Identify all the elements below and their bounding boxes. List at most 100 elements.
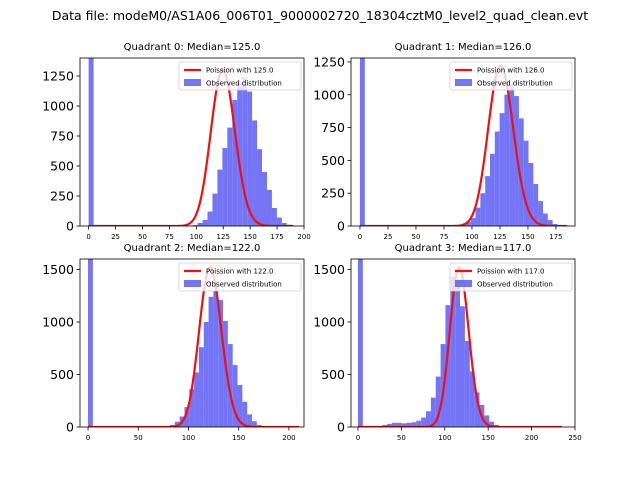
x-tick-label: 75 xyxy=(439,233,448,241)
histogram-bar xyxy=(357,259,363,427)
y-tick-label: 0 xyxy=(66,219,74,234)
x-tick-label: 75 xyxy=(165,233,174,241)
legend-box xyxy=(449,262,573,292)
legend-hist-label: Observed distribution xyxy=(477,281,553,289)
histogram-bar xyxy=(227,127,233,226)
histogram-bar xyxy=(460,306,465,427)
figure-title: Data file: modeM0/AS1A06_006T01_90000027… xyxy=(51,8,589,23)
x-tick-label: 125 xyxy=(493,233,506,241)
y-tick-label: 500 xyxy=(321,153,345,168)
legend-hist-swatch xyxy=(184,280,201,287)
histogram-bar xyxy=(528,163,534,226)
x-tick-label: 0 xyxy=(358,233,362,241)
y-tick-label: 500 xyxy=(50,159,74,174)
x-tick-label: 100 xyxy=(182,434,195,442)
histogram-bar xyxy=(189,389,195,427)
histogram-bar xyxy=(194,372,199,427)
histogram-bar xyxy=(359,58,365,226)
y-tick-label: 1000 xyxy=(42,99,74,114)
histogram-bar xyxy=(88,259,93,427)
histogram-bar xyxy=(208,296,214,427)
histogram-bar xyxy=(198,347,204,427)
y-tick-label: 750 xyxy=(321,120,345,135)
quadrant-2-title: Quadrant 2: Median=122.0 xyxy=(124,243,261,254)
histogram-bar xyxy=(271,208,277,226)
histogram-bar xyxy=(464,340,470,427)
quadrant-0-plot-area xyxy=(88,58,297,226)
histogram-bar xyxy=(469,371,475,427)
x-tick-label: 0 xyxy=(86,434,90,442)
histogram-bar xyxy=(262,172,267,226)
legend-hist-label: Observed distribution xyxy=(477,80,553,88)
histogram-bar xyxy=(542,213,548,226)
histogram-bar xyxy=(391,422,397,427)
histogram-bar xyxy=(281,223,287,226)
x-tick-label: 200 xyxy=(297,233,310,241)
x-tick-label: 0 xyxy=(356,434,360,442)
x-tick-label: 150 xyxy=(521,233,534,241)
y-tick-label: 1250 xyxy=(42,69,74,84)
legend-box xyxy=(449,61,573,91)
x-tick-label: 150 xyxy=(243,233,256,241)
histogram-bar xyxy=(266,190,272,226)
quadrant-2-chart: 0 50 100 150 200 0 500 1000 1500 Quadrant 2: Medi… xyxy=(42,243,305,442)
histogram-bar xyxy=(401,423,407,427)
histogram-bar xyxy=(533,184,539,226)
histogram-bar xyxy=(504,94,510,226)
legend-hist-label: Observed distribution xyxy=(206,80,282,88)
y-tick-label: 750 xyxy=(50,129,74,144)
histogram-bar xyxy=(426,411,431,427)
axes-frame xyxy=(79,258,305,428)
legend-poisson-label: Poission with 122.0 xyxy=(206,268,274,276)
x-tick-label: 200 xyxy=(282,434,295,442)
legend-poisson-label: Poission with 125.0 xyxy=(206,67,274,75)
histogram-bar xyxy=(480,193,486,226)
y-tick-label: 0 xyxy=(66,420,74,435)
histogram-bar xyxy=(445,305,451,427)
x-tick-label: 50 xyxy=(134,434,143,442)
x-tick-label: 0 xyxy=(86,233,90,241)
histogram-bar xyxy=(222,148,228,226)
y-tick-label: 0 xyxy=(337,420,345,435)
x-tick-label: 50 xyxy=(397,434,406,442)
x-tick-label: 175 xyxy=(270,233,283,241)
legend-box xyxy=(178,262,302,292)
x-tick-label: 100 xyxy=(465,233,478,241)
x-tick-label: 50 xyxy=(411,233,420,241)
legend-hist-swatch xyxy=(455,280,472,287)
histogram-bar xyxy=(435,376,441,427)
histogram-bar xyxy=(430,397,436,427)
histogram-bar xyxy=(202,220,208,226)
histogram-bar xyxy=(88,58,94,226)
histogram-bar xyxy=(465,222,471,226)
histogram-bar xyxy=(232,100,238,226)
legend-box xyxy=(178,61,302,91)
quadrant-1-legend: Poission with 126.0 Observed distribution xyxy=(449,61,573,91)
histogram-bar xyxy=(450,276,456,427)
x-tick-label: 100 xyxy=(190,233,203,241)
quadrant-3-title: Quadrant 3: Median=117.0 xyxy=(395,243,532,254)
legend-poisson-label: Poission with 126.0 xyxy=(477,67,545,75)
histogram-bar xyxy=(227,344,233,427)
x-tick-label: 150 xyxy=(481,434,494,442)
poisson-curve xyxy=(359,64,568,226)
y-tick-label: 1500 xyxy=(313,262,345,277)
y-tick-label: 250 xyxy=(321,186,345,201)
quadrant-0-title: Quadrant 0: Median=125.0 xyxy=(124,42,261,53)
histogram-bar xyxy=(203,322,209,427)
y-tick-label: 0 xyxy=(337,219,345,234)
quadrant-2-legend: Poission with 122.0 Observed distribution xyxy=(178,262,302,292)
histogram-bar xyxy=(475,207,481,226)
quadrant-3-plot-area xyxy=(357,259,562,427)
legend-poisson-label: Poission with 117.0 xyxy=(477,268,545,276)
x-tick-label: 175 xyxy=(549,233,562,241)
quadrant-1-title: Quadrant 1: Median=126.0 xyxy=(395,42,532,53)
histogram-bar xyxy=(237,385,243,427)
histogram-bar xyxy=(192,225,198,226)
histogram-bar xyxy=(489,421,495,427)
histogram-bar xyxy=(489,153,495,226)
histogram-bar xyxy=(213,290,219,427)
axes-frame xyxy=(79,57,305,227)
quadrant-0-legend: Poission with 125.0 Observed distribution xyxy=(178,61,302,91)
quadrant-3-chart: 0 50 100 150 200 250 0 500 1000 1500 Quadrant 3: M… xyxy=(313,243,582,442)
